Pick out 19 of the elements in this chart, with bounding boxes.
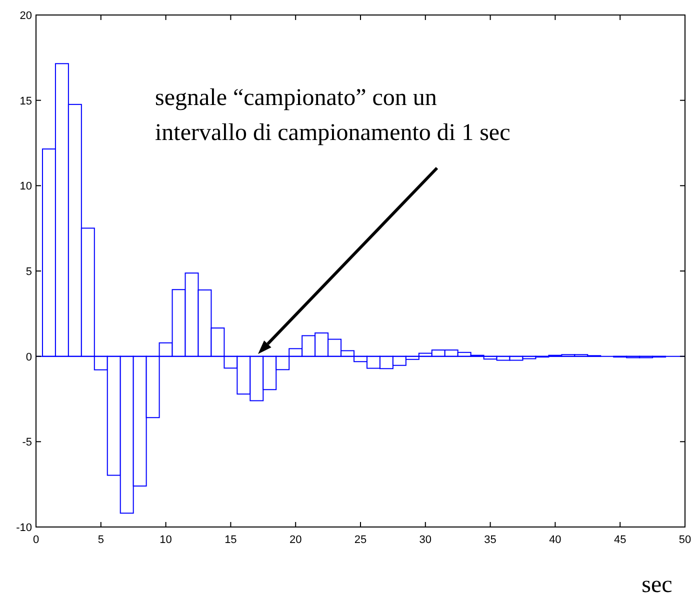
y-tick-label: 0 (26, 351, 32, 364)
x-tick-label: 25 (354, 534, 367, 546)
y-tick-label: -5 (22, 436, 32, 449)
x-axis-title: sec (642, 572, 672, 598)
x-tick-label: 40 (549, 534, 562, 546)
x-tick-label: 10 (160, 534, 172, 546)
x-tick-label: 15 (224, 534, 237, 546)
y-tick-label: 5 (26, 266, 32, 278)
x-tick-label: 35 (484, 534, 496, 546)
x-tick-label: 30 (419, 534, 432, 546)
x-tick-label: 45 (614, 534, 626, 546)
x-tick-label: 20 (289, 534, 302, 546)
y-tick-label: 20 (20, 10, 32, 22)
annotation: segnale “campionato” con un intervallo di campionamento di 1 sec (155, 85, 510, 146)
x-tick-label: 5 (98, 534, 104, 546)
x-tick-label: 50 (678, 534, 692, 546)
y-tick-label: -10 (16, 522, 32, 534)
y-tick-label: 15 (20, 95, 32, 108)
y-tick-label: 10 (20, 180, 32, 193)
